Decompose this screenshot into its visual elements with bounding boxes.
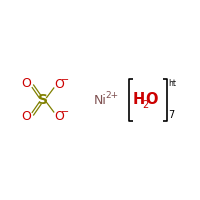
Text: O: O [21, 110, 31, 123]
Text: ht: ht [169, 79, 177, 88]
Text: O: O [54, 110, 64, 122]
Text: O: O [146, 92, 158, 108]
Text: 2+: 2+ [106, 92, 119, 100]
Text: H: H [133, 92, 145, 108]
Text: 2: 2 [142, 100, 149, 110]
Text: O: O [54, 78, 64, 90]
Text: O: O [21, 77, 31, 90]
Text: −: − [61, 107, 69, 117]
Text: Ni: Ni [94, 94, 107, 106]
Text: −: − [61, 75, 69, 85]
Text: S: S [38, 93, 48, 107]
Text: 7: 7 [169, 110, 175, 120]
